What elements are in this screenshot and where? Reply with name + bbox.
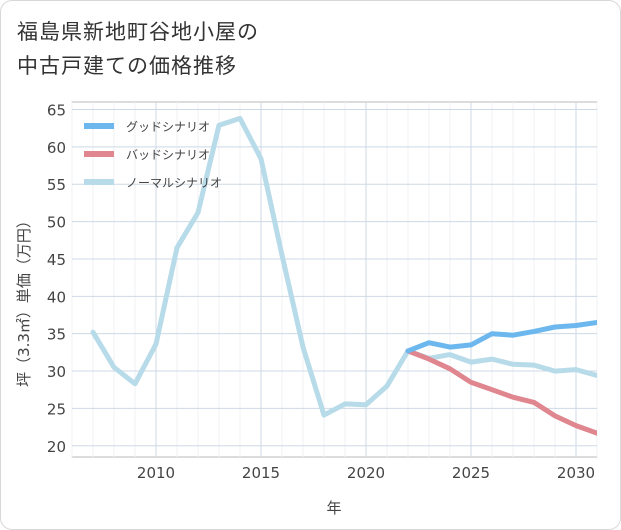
legend-label: ノーマルシナリオ: [126, 176, 222, 190]
y-tick-label: 20: [47, 438, 66, 456]
y-tick-label: 45: [47, 251, 66, 269]
legend-label: グッドシナリオ: [126, 120, 210, 134]
y-tick-label: 60: [47, 139, 66, 157]
x-tick-label: 2025: [452, 464, 490, 482]
series-lines: [90, 115, 597, 436]
chart-title-line-2: 中古戸建ての価格推移: [17, 54, 237, 78]
x-tick-label: 2030: [557, 464, 595, 482]
series-line-0: [405, 320, 597, 354]
chart-title: 福島県新地町谷地小屋の 中古戸建ての価格推移: [17, 15, 259, 83]
y-axis-title: 坪（3.3㎡）単価（万円）: [15, 213, 33, 387]
y-tick-label: 50: [47, 214, 66, 232]
grid-lines: [71, 102, 598, 457]
legend-label: バッドシナリオ: [126, 148, 210, 162]
x-tick-label: 2015: [242, 464, 280, 482]
x-tick-label: 2010: [137, 464, 175, 482]
series-line-1: [405, 348, 597, 436]
x-axis-title: 年: [326, 499, 341, 517]
y-tick-label: 30: [47, 363, 66, 381]
y-tick-label: 65: [47, 101, 66, 119]
y-tick-label: 25: [47, 400, 66, 418]
y-tick-label: 40: [47, 288, 66, 306]
y-tick-label: 35: [47, 326, 66, 344]
y-tick-labels: 20 25 30 35 40 45 50 55 60 65: [47, 101, 66, 455]
x-tick-labels: 2010 2015 2020 2025 2030: [137, 464, 595, 482]
x-tick-label: 2020: [347, 464, 385, 482]
y-tick-label: 55: [47, 176, 66, 194]
series-line-2: [90, 115, 597, 418]
chart-title-line-1: 福島県新地町谷地小屋の: [17, 20, 259, 44]
